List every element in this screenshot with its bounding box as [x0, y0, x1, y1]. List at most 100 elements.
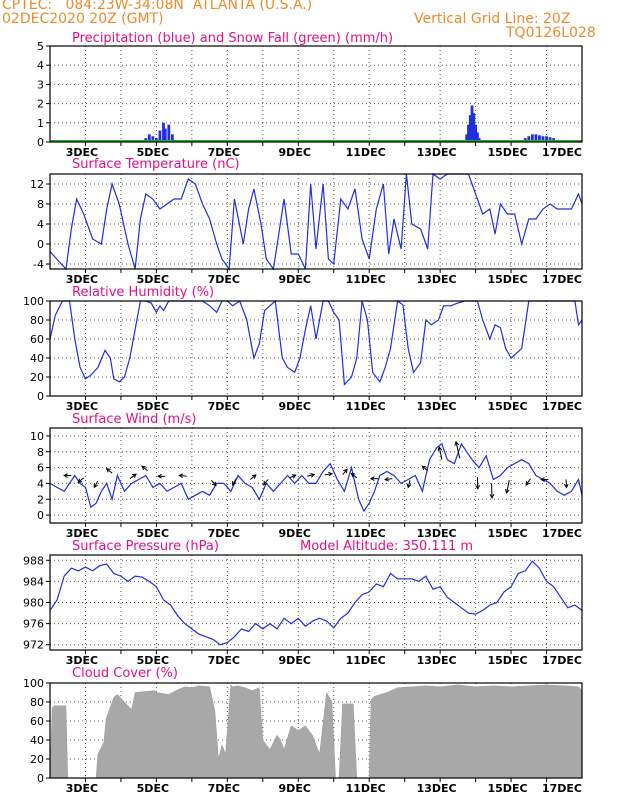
wind-vector-head [262, 480, 268, 486]
wind-vector-head [178, 473, 184, 479]
wind-vector-head [421, 465, 427, 471]
wind-vector-head [384, 476, 389, 482]
x-tick-label: 11DEC [346, 527, 386, 540]
wind-vector-head [406, 483, 412, 489]
temp-panel: -4 0 4 8 12 3DEC 5DEC 7DEC 9DEC 11DEC 13DEC 15DEC 17… [30, 157, 583, 286]
precip-bar [527, 136, 531, 142]
wind-vector-head [232, 480, 237, 486]
wind-vector [307, 474, 315, 477]
x-tick-label: 15DEC [488, 273, 528, 286]
x-tick-label: 17DEC [542, 527, 582, 540]
wind-title: Surface Wind (m/s) [72, 412, 196, 427]
precip-panel: 0 1 2 3 4 5 3DEC 5DEC 7DEC 9DEC 11DEC 13DEC 15DEC 17D… [37, 31, 583, 159]
y-tick-label: 3 [37, 78, 44, 91]
precip-bar [475, 132, 479, 142]
wind-vector [77, 477, 85, 483]
x-tick-label: 3DEC [66, 273, 98, 286]
x-tick-label: 13DEC [417, 146, 457, 159]
x-tick-label: 13DEC [417, 400, 457, 413]
y-tick-label: 2 [37, 493, 44, 506]
wind-vector-head [504, 488, 510, 494]
y-tick-label: 2 [37, 98, 44, 111]
wind-vector-head [350, 472, 356, 478]
precip-bar [467, 124, 470, 142]
y-tick-label: 20 [30, 753, 44, 766]
y-tick-label: 972 [23, 639, 44, 652]
x-tick-label: 11DEC [346, 146, 386, 159]
cloud-cover-area [49, 684, 583, 779]
wind-vector [250, 474, 257, 480]
x-tick-label: 13DEC [417, 782, 457, 795]
wind-vector-head [489, 494, 495, 499]
cloud-title: Cloud Cover (%) [72, 666, 178, 681]
x-tick-label: 7DEC [208, 527, 240, 540]
x-tick-label: 9DEC [279, 527, 311, 540]
station-label: CPTEC: 084:23W-34:08N ATLANTA (U.S.A.) [2, 0, 313, 13]
wind-vector-head [310, 472, 316, 478]
wind-vector [342, 468, 348, 476]
x-tick-label: 3DEC [66, 400, 98, 413]
x-tick-label: 13DEC [417, 527, 457, 540]
wind-vector [438, 446, 443, 460]
x-tick-label: 15DEC [488, 527, 528, 540]
wind-line [49, 442, 583, 513]
precip-bar [147, 134, 151, 142]
y-tick-label: 5 [37, 40, 44, 53]
pres-title: Surface Pressure (hPa) [72, 539, 219, 554]
wind-vector-head [157, 473, 162, 479]
y-tick-label: 80 [30, 696, 44, 709]
x-tick-label: 9DEC [279, 273, 311, 286]
x-tick-label: 5DEC [137, 527, 169, 540]
wind-vector [421, 465, 429, 472]
wind-vector-head [251, 474, 257, 479]
wind-vector-head [454, 440, 460, 446]
temp-line [49, 172, 583, 271]
x-tick-label: 13DEC [417, 273, 457, 286]
x-tick-label: 7DEC [208, 654, 240, 667]
x-tick-label: 15DEC [488, 400, 528, 413]
precip-bar [162, 122, 165, 142]
y-tick-label: 40 [30, 352, 44, 365]
x-tick-label: 13DEC [417, 654, 457, 667]
x-tick-label: 11DEC [346, 782, 386, 795]
precip-bar [545, 136, 548, 142]
wind-vector-head [437, 446, 443, 452]
model-code-label: TQ0126L028 [506, 25, 596, 41]
x-tick-label: 7DEC [208, 273, 240, 286]
x-tick-label: 9DEC [279, 400, 311, 413]
wind-vector [129, 473, 137, 480]
wind-panel: 0 2 4 6 8 10 3DEC 5DEC 7DEC 9DEC 11DEC 13DEC 15DEC 17… [30, 412, 583, 540]
rh-frame [49, 300, 583, 397]
pres-subtitle: Model Altitude: 350.111 m [300, 539, 473, 554]
y-tick-label: 100 [23, 677, 44, 690]
y-tick-label: 4 [37, 59, 44, 72]
rh-title: Relative Humidity (%) [72, 285, 214, 300]
y-tick-label: 0 [37, 390, 44, 403]
pres-panel: 972 976 980 984 988 3DEC 5DEC 7DEC 9DEC 11DEC 13DE… [23, 539, 583, 667]
precip-bar [534, 134, 538, 142]
x-tick-label: 5DEC [137, 782, 169, 795]
precip-bar [158, 130, 162, 142]
rh-line [49, 299, 583, 387]
wind-vector-head [141, 465, 147, 471]
temp-frame [49, 173, 583, 270]
precip-bar [548, 137, 552, 142]
x-tick-label: 3DEC [66, 654, 98, 667]
y-tick-label: 988 [23, 554, 44, 567]
precip-bar [151, 136, 155, 142]
x-tick-label: 17DEC [542, 400, 582, 413]
wind-vector-head [343, 468, 348, 474]
precip-bar [538, 135, 541, 142]
pres-line [49, 560, 583, 646]
precip-frame [49, 45, 583, 143]
precip-bar [167, 124, 171, 142]
x-tick-label: 5DEC [137, 273, 169, 286]
y-tick-label: 0 [37, 136, 44, 149]
y-tick-label: 0 [37, 772, 44, 785]
wind-vector-head [93, 483, 98, 489]
wind-vector [455, 441, 461, 459]
x-tick-label: 7DEC [208, 782, 240, 795]
y-tick-label: 80 [30, 314, 44, 327]
y-tick-label: 0 [37, 509, 44, 522]
